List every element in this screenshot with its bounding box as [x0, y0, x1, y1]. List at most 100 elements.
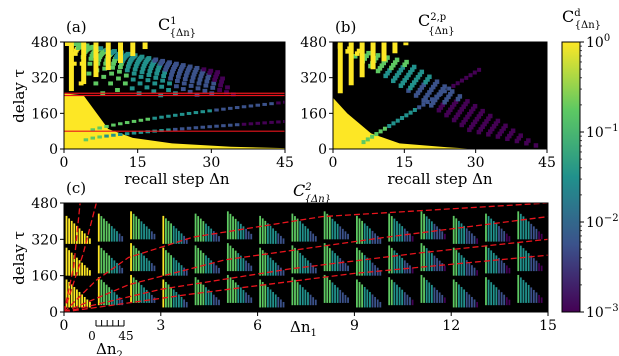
heat-cell: [538, 294, 540, 303]
heat-cell: [78, 228, 81, 244]
heat-cell: [420, 211, 423, 240]
heat-cell: [153, 233, 156, 240]
heat-cell: [180, 265, 183, 276]
heat-cell: [393, 282, 396, 306]
heat-cell: [269, 225, 272, 244]
heat-cell: [301, 287, 304, 306]
heat-cell: [425, 248, 428, 272]
heat-cell: [465, 228, 468, 244]
heat-cell: [86, 299, 89, 308]
heat-cell: [461, 104, 466, 109]
heat-cell: [396, 284, 398, 306]
heat-cell: [495, 287, 498, 306]
heat-cell: [145, 226, 148, 240]
heat-cell: [121, 299, 124, 306]
colorbar-gradient: [561, 41, 581, 313]
heat-cell: [150, 263, 153, 272]
heat-cell: [428, 282, 431, 303]
heat-cell: [361, 220, 364, 244]
heat-cell: [341, 292, 344, 303]
heat-cell: [385, 55, 390, 60]
heat-cell: [83, 296, 86, 308]
heat-cell: [363, 255, 366, 276]
heat-cell: [272, 228, 275, 244]
heat-cell: [532, 289, 535, 303]
heat-cell: [427, 74, 432, 80]
heat-cell: [121, 267, 124, 274]
heat-cell: [272, 291, 275, 308]
panel-a-title: C1 {Δn}: [158, 15, 196, 39]
heat-cell: [250, 233, 253, 240]
heat-cell: [207, 125, 212, 129]
heat-cell: [486, 116, 491, 121]
heat-cell: [420, 243, 423, 272]
heat-cell: [365, 137, 370, 142]
heat-cell: [180, 296, 183, 308]
heat-cell: [334, 253, 336, 272]
heat-cell: [379, 301, 382, 308]
heat-cell: [269, 102, 274, 106]
y-tick-label: 320: [300, 71, 327, 87]
heat-cell: [205, 223, 207, 242]
heat-cell: [299, 252, 302, 274]
heat-cell: [229, 277, 232, 303]
heat-cell: [118, 297, 121, 306]
heat-cell: [97, 277, 100, 306]
heat-cell: [527, 221, 530, 240]
heat-cell: [131, 119, 137, 123]
heat-cell: [476, 114, 482, 119]
heat-cell: [202, 221, 205, 242]
heat-cell: [242, 289, 245, 303]
heat-cell: [72, 51, 78, 56]
heat-cell: [376, 299, 379, 308]
heat-cell: [473, 299, 476, 308]
heat-cell: [187, 64, 193, 69]
x-tick-label: 30: [202, 155, 220, 171]
heat-cell: [339, 289, 342, 303]
heat-cell: [296, 250, 299, 274]
heat-cell: [495, 134, 501, 139]
heat-cell: [93, 42, 99, 78]
heat-cell: [97, 245, 100, 274]
heat-cell: [137, 250, 140, 272]
heat-cell: [109, 71, 114, 76]
x-tick-label: 3: [156, 318, 165, 334]
panel-c: 0 3 6 9 12 15 0 160 320 480 0 45 (c) C2 {Δn} delay τ…: [10, 179, 557, 356]
heat-cell: [371, 230, 374, 244]
heat-cell: [390, 279, 393, 306]
heat-cell: [361, 284, 364, 308]
heat-cell: [142, 42, 148, 50]
heat-cell: [76, 257, 78, 276]
heat-cell: [411, 267, 414, 274]
heat-cell: [191, 72, 197, 77]
heat-cell: [429, 103, 434, 108]
heat-cell: [400, 116, 405, 121]
heat-cell: [234, 123, 240, 127]
heat-cell: [374, 132, 379, 137]
heat-cell: [111, 61, 116, 66]
heat-cell: [514, 138, 520, 144]
heat-cell: [447, 86, 452, 91]
heat-cell: [480, 108, 485, 114]
heat-cell: [215, 70, 221, 75]
colorbar-title: Cd {Δn}: [562, 7, 601, 31]
heat-cell: [175, 260, 178, 276]
heat-cell: [433, 255, 436, 272]
heat-cell: [373, 55, 379, 61]
heat-cell: [540, 265, 543, 272]
y-tick-label: 320: [31, 232, 58, 248]
heat-cell: [176, 71, 182, 76]
panel-b-label: (b): [335, 18, 356, 36]
heat-cell: [312, 297, 315, 306]
heat-cell: [110, 257, 113, 274]
heat-cell: [438, 105, 444, 110]
heat-cell: [485, 213, 487, 242]
heat-cell: [272, 260, 275, 276]
heat-cell: [406, 294, 409, 306]
heat-cell: [148, 228, 151, 240]
heat-cell: [420, 274, 423, 303]
heat-cell: [153, 75, 159, 80]
heat-cell: [130, 243, 132, 272]
heat-cell: [121, 236, 124, 242]
heat-cell: [507, 133, 512, 139]
